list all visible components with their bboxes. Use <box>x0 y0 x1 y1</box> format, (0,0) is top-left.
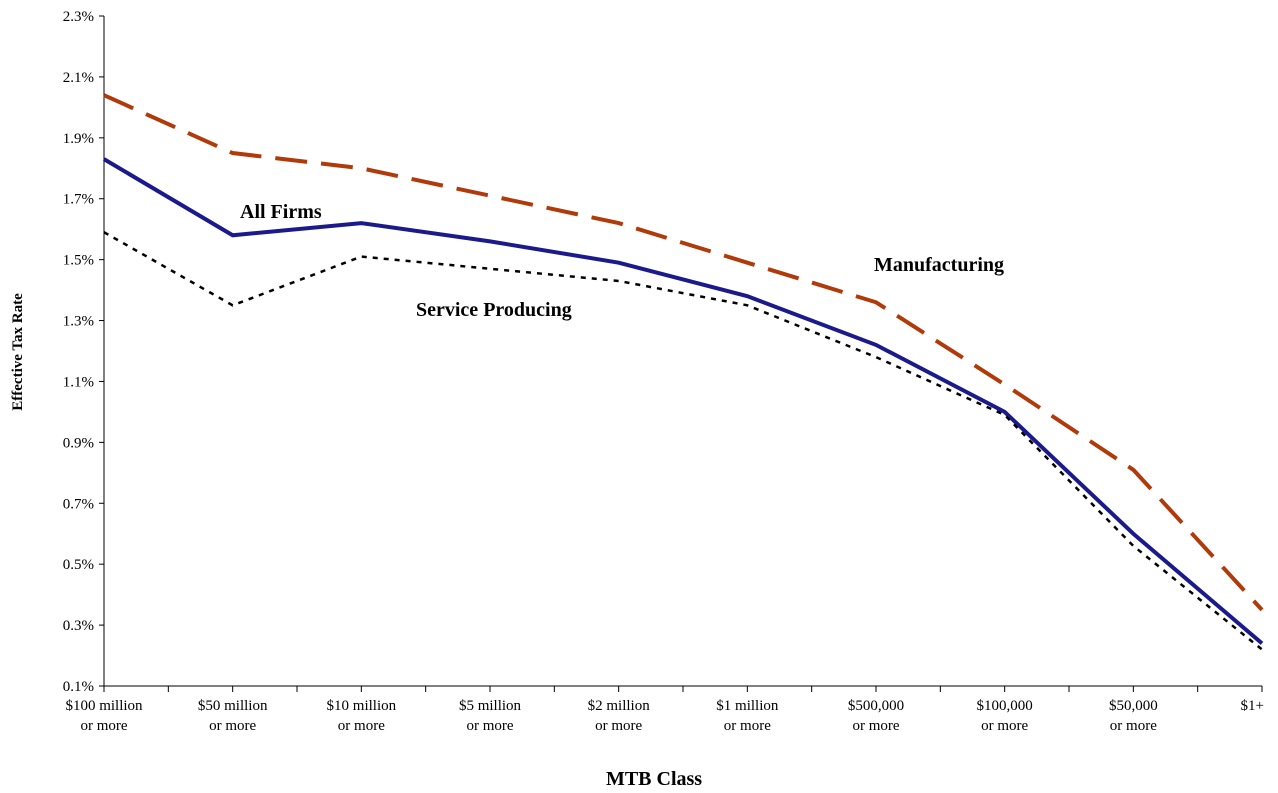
y-tick-label: 1.7% <box>63 192 94 208</box>
y-tick-label: 1.3% <box>63 314 94 330</box>
x-tick-label: $10 million or more <box>327 698 397 734</box>
x-tick-label: $50 million or more <box>198 698 268 734</box>
y-tick-label: 0.7% <box>63 496 94 512</box>
y-tick-label: 0.3% <box>63 618 94 634</box>
x-tick-label: $1+ <box>1241 698 1264 714</box>
series-label-all-firms: All Firms <box>240 201 322 223</box>
x-tick-label: $50,000 or more <box>1109 698 1158 734</box>
series-lines <box>102 93 1264 651</box>
x-tick-label: $100 million or more <box>65 698 143 734</box>
x-tick-label: $1 million or more <box>716 698 779 734</box>
y-tick-label: 1.9% <box>63 131 94 147</box>
series-line-service-producing <box>103 231 1263 651</box>
x-tick-label: $500,000 or more <box>848 698 904 734</box>
y-tick-label: 1.1% <box>63 374 94 390</box>
series-line-all-firms <box>102 157 1264 645</box>
ticks: 0.1% 0.3% 0.5% 0.7% 0.9% 1.1% 1.3% 1.5% 1.7% 1.9%… <box>63 9 1264 734</box>
y-tick-label: 2.3% <box>63 9 94 25</box>
y-tick-label: 0.9% <box>63 435 94 451</box>
x-tick-label: $100,000 or more <box>977 698 1033 734</box>
x-axis-title: MTB Class <box>606 768 702 790</box>
series-label-manufacturing: Manufacturing <box>874 254 1004 276</box>
y-axis-title: Effective Tax Rate <box>10 293 26 411</box>
y-tick-label: 2.1% <box>63 70 94 86</box>
x-tick-label: $2 million or more <box>588 698 651 734</box>
series-line-manufacturing <box>103 93 1264 612</box>
y-tick-label: 1.5% <box>63 253 94 269</box>
series-label-service-producing: Service Producing <box>416 299 572 321</box>
y-tick-label: 0.1% <box>63 679 94 695</box>
axes <box>103 16 1262 687</box>
y-tick-label: 0.5% <box>63 557 94 573</box>
x-tick-label: $5 million or more <box>459 698 522 734</box>
